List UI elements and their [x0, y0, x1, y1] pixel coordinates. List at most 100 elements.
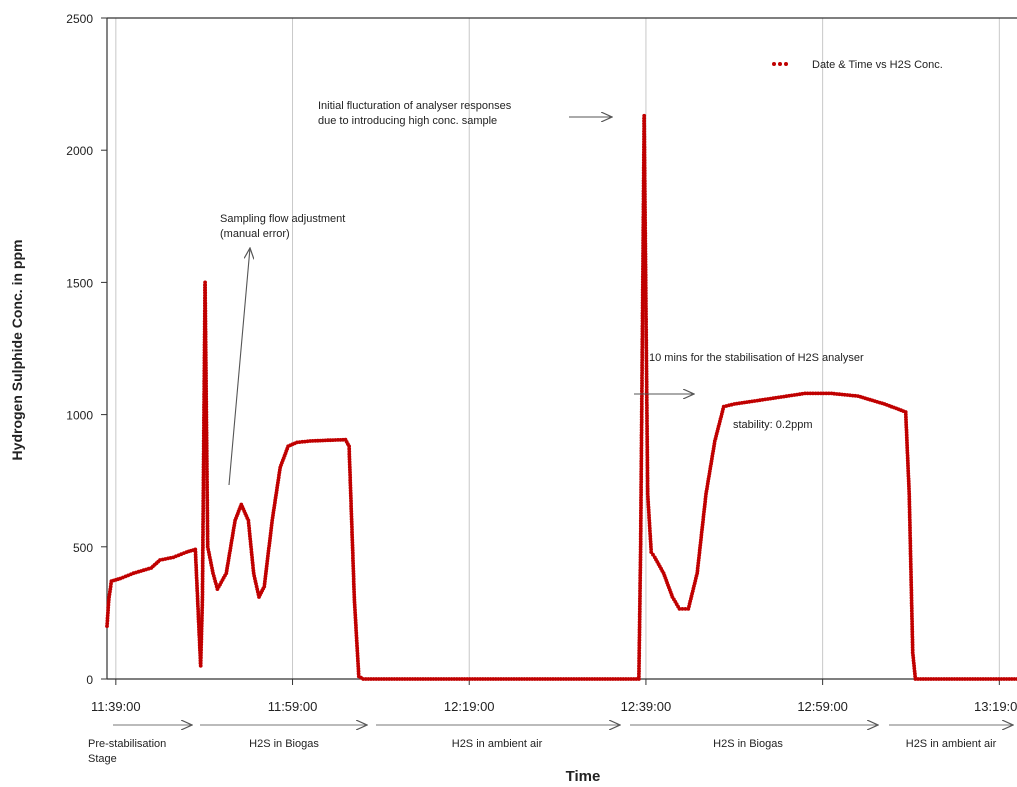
- y-axis-title: Hydrogen Sulphide Conc. in ppm: [9, 240, 25, 461]
- data-point: [646, 497, 650, 502]
- data-point: [644, 338, 649, 342]
- data-point: [643, 257, 648, 262]
- data-point: [644, 333, 649, 337]
- data-point: [910, 629, 915, 634]
- x-tick-label: 13:19:00: [974, 699, 1017, 714]
- data-point: [1004, 677, 1009, 681]
- data-point: [201, 543, 205, 547]
- data-point: [201, 472, 206, 477]
- data-point: [638, 547, 643, 552]
- data-point: [349, 501, 353, 506]
- data-point: [645, 437, 650, 442]
- data-point: [204, 404, 209, 409]
- data-point: [639, 477, 644, 482]
- data-point: [643, 273, 648, 277]
- data-point: [199, 629, 204, 634]
- data-point: [638, 565, 643, 570]
- data-point: [640, 365, 644, 370]
- data-point: [553, 677, 558, 681]
- data-point: [648, 539, 653, 544]
- data-point: [201, 478, 206, 482]
- data-point: [645, 429, 649, 434]
- data-point: [613, 677, 618, 681]
- data-point: [644, 374, 649, 379]
- data-point: [973, 677, 978, 681]
- data-point: [931, 677, 936, 681]
- data-point: [205, 500, 210, 505]
- data-point: [572, 677, 576, 681]
- data-point: [640, 394, 644, 399]
- data-point: [106, 603, 111, 607]
- data-point: [642, 155, 647, 160]
- data-point: [644, 317, 648, 322]
- data-point: [483, 677, 488, 681]
- data-point: [611, 677, 615, 681]
- data-point: [566, 677, 571, 681]
- data-point: [637, 659, 641, 663]
- data-point: [640, 319, 645, 323]
- data-point: [639, 402, 644, 406]
- data-point: [637, 677, 641, 681]
- data-point: [638, 550, 643, 554]
- data-point: [643, 194, 647, 199]
- data-point: [640, 308, 645, 313]
- data-point: [909, 606, 914, 611]
- data-point: [201, 446, 206, 451]
- data-point: [205, 472, 209, 477]
- data-point: [640, 350, 645, 354]
- data-point: [201, 444, 206, 449]
- data-point: [913, 677, 918, 681]
- data-point: [205, 542, 210, 547]
- data-point: [203, 309, 208, 313]
- data-point: [638, 576, 643, 580]
- data-point: [203, 350, 208, 355]
- y-tick-label: 0: [86, 673, 93, 687]
- data-point: [908, 525, 912, 530]
- data-point: [642, 145, 647, 150]
- data-point: [939, 677, 944, 681]
- data-point: [444, 677, 449, 681]
- data-point: [201, 506, 206, 511]
- data-point: [639, 420, 644, 425]
- data-point: [201, 467, 206, 472]
- data-point: [640, 277, 645, 282]
- data-point: [642, 137, 647, 142]
- data-point: [644, 309, 648, 314]
- data-point: [199, 640, 204, 644]
- data-point: [351, 577, 356, 581]
- data-point: [400, 677, 405, 681]
- annotation-stability: stability: 0.2ppm: [733, 419, 812, 431]
- data-point: [640, 368, 644, 373]
- data-point: [642, 119, 647, 123]
- y-tick-label: 500: [73, 541, 93, 555]
- data-point: [645, 424, 649, 428]
- data-point: [643, 213, 647, 217]
- data-point: [637, 622, 642, 627]
- data-point: [199, 645, 204, 650]
- data-point: [991, 677, 996, 681]
- data-point: [447, 677, 451, 681]
- data-point: [645, 460, 650, 465]
- data-point: [651, 552, 655, 557]
- data-point: [640, 282, 645, 287]
- data-point: [644, 319, 648, 324]
- data-point: [640, 303, 645, 308]
- data-point: [624, 677, 628, 681]
- data-point: [638, 524, 643, 528]
- data-point: [639, 456, 644, 461]
- data-point: [639, 464, 644, 469]
- data-point: [644, 348, 649, 353]
- data-point: [382, 677, 386, 681]
- data-point: [640, 342, 645, 347]
- data-point: [976, 677, 980, 681]
- data-point: [522, 677, 527, 681]
- data-point: [640, 313, 645, 318]
- data-point: [640, 381, 644, 386]
- data-point: [205, 482, 210, 487]
- data-point: [204, 425, 209, 430]
- data-point: [488, 677, 493, 681]
- data-point: [909, 580, 914, 585]
- data-point: [631, 677, 636, 681]
- data-point: [639, 438, 644, 443]
